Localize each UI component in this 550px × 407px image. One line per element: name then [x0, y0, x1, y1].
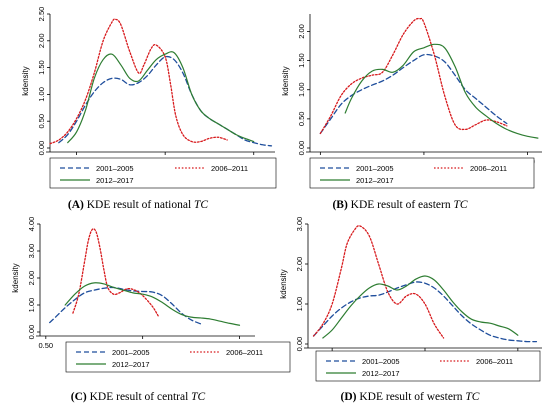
caption-letter: (A) — [68, 199, 84, 211]
series-line-2001-2005 — [319, 53, 508, 135]
legend-label-2012-2017: 2012–2017 — [112, 360, 150, 369]
series-line-2001-2005 — [58, 55, 273, 147]
legend-box — [315, 350, 541, 382]
legend-label-2001-2005: 2001–2005 — [112, 348, 150, 357]
y-axis-label: kdensity — [281, 66, 290, 95]
y-tick-label: 1.50 — [37, 60, 46, 75]
caption-text: KDE result of eastern — [348, 199, 454, 211]
caption-letter: (C) — [71, 391, 87, 403]
legend-label-2001-2005: 2001–2005 — [96, 164, 134, 173]
caption-text: KDE result of national — [84, 199, 194, 211]
series-line-2012-2017 — [64, 282, 241, 326]
y-tick-label: 1.00 — [295, 297, 304, 312]
caption-letter: (D) — [341, 391, 357, 403]
y-axis-label: kdensity — [21, 66, 30, 95]
x-tick-label: 0.50 — [39, 341, 54, 350]
series-line-2006-2011 — [72, 228, 159, 317]
y-tick-label: 0.00 — [37, 141, 46, 156]
y-axis-label: kdensity — [11, 263, 20, 292]
series-line-2012-2017 — [67, 51, 255, 144]
legend: 2001–2005 2006–2011 2012–2017 — [315, 350, 541, 382]
y-tick-label: 3.00 — [295, 217, 304, 232]
legend-label-2001-2005: 2001–2005 — [356, 164, 394, 173]
panel-caption: (D) KDE result of western TC — [341, 391, 480, 403]
caption-text: KDE result of central — [87, 391, 191, 403]
y-tick-label: 1.00 — [297, 82, 306, 97]
y-axis-label: kdensity — [279, 269, 288, 298]
series-line-2001-2005 — [312, 281, 538, 343]
y-tick-label: 2.50 — [37, 7, 46, 22]
legend-label-2012-2017: 2012–2017 — [356, 176, 394, 185]
caption-letter: (B) — [332, 199, 348, 211]
legend: 2001–2005 2006–2011 2012–2017 — [49, 157, 277, 189]
legend-label-2006-2011: 2006–2011 — [476, 357, 513, 366]
series-line-2006-2011 — [49, 18, 228, 145]
legend-label-2012-2017: 2012–2017 — [96, 176, 134, 185]
legend-box — [49, 157, 277, 189]
y-tick-label: 1.00 — [27, 298, 36, 313]
y-tick-label: 2.00 — [27, 271, 36, 286]
legend: 2001–2005 2006–2011 2012–2017 — [309, 157, 535, 189]
legend-label-2012-2017: 2012–2017 — [362, 369, 400, 378]
caption-variable: TC — [191, 391, 205, 403]
y-tick-label: 0.50 — [37, 114, 46, 129]
legend-label-2006-2011: 2006–2011 — [470, 164, 507, 173]
series-line-2006-2011 — [312, 225, 445, 339]
series-line-2006-2011 — [319, 17, 508, 135]
legend: 2001–2005 2006–2011 2012–2017 — [65, 341, 291, 373]
y-tick-label: 0.00 — [295, 337, 304, 352]
legend-label-2006-2011: 2006–2011 — [226, 348, 263, 357]
panel-caption: (A) KDE result of national TC — [68, 199, 209, 211]
legend-box — [309, 157, 535, 189]
y-tick-label: 0.00 — [297, 141, 306, 156]
panel-caption: (B) KDE result of eastern TC — [332, 199, 467, 211]
caption-variable: TC — [465, 391, 479, 403]
panel-3: 0.001.002.003.000.501.001.50kdensity2001… — [279, 217, 542, 403]
caption-variable: TC — [194, 199, 208, 211]
caption-text: KDE result of western — [356, 391, 465, 403]
panel-0: 0.000.501.001.502.002.500.501.001.50kden… — [21, 7, 277, 211]
y-tick-label: 0.50 — [297, 112, 306, 127]
legend-box — [65, 341, 291, 373]
y-tick-label: 0.00 — [27, 325, 36, 340]
legend-label-2001-2005: 2001–2005 — [362, 357, 400, 366]
y-tick-label: 2.00 — [297, 24, 306, 39]
y-tick-label: 4.00 — [27, 217, 36, 232]
panel-caption: (C) KDE result of central TC — [71, 391, 206, 403]
panel-2: 0.001.002.003.004.000.501.001.50kdensity… — [11, 217, 291, 403]
series-line-2012-2017 — [322, 275, 519, 339]
y-tick-label: 2.00 — [37, 33, 46, 48]
y-tick-label: 3.00 — [27, 244, 36, 259]
series-line-2001-2005 — [49, 286, 202, 325]
legend-label-2006-2011: 2006–2011 — [211, 164, 248, 173]
panel-1: 0.000.501.001.502.000.501.001.50kdensity… — [281, 14, 542, 211]
caption-variable: TC — [453, 199, 467, 211]
y-tick-label: 2.00 — [295, 257, 304, 272]
y-tick-label: 1.50 — [297, 53, 306, 68]
series-line-2012-2017 — [344, 43, 539, 139]
y-tick-label: 1.00 — [37, 87, 46, 102]
